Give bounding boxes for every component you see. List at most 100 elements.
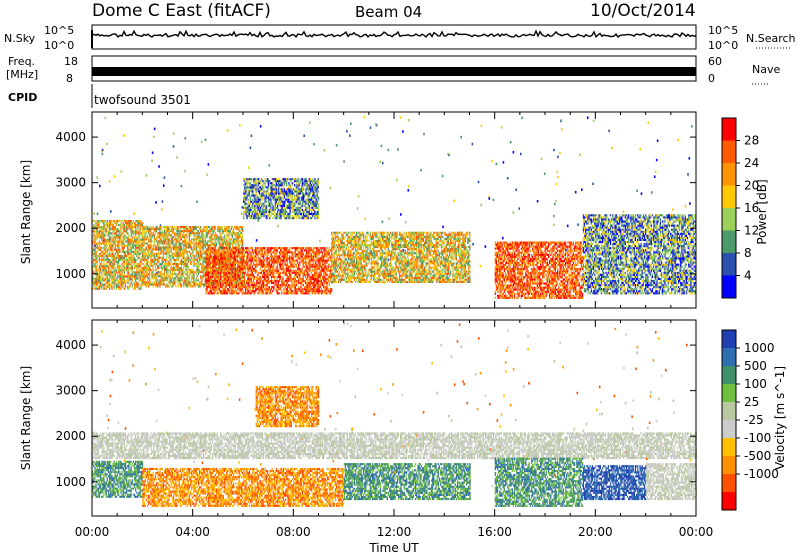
- data-cell: [142, 263, 143, 265]
- data-cell: [261, 262, 262, 264]
- data-cell: [140, 226, 141, 228]
- data-cell: [314, 260, 315, 262]
- data-cell: [303, 260, 304, 262]
- data-cell: [149, 271, 150, 273]
- data-cell: [215, 255, 216, 257]
- data-cell: [257, 286, 258, 288]
- data-cell: [189, 251, 190, 253]
- data-cell: [138, 271, 139, 273]
- data-cell: [103, 220, 104, 222]
- data-cell: [247, 272, 248, 274]
- data-cell: [226, 286, 227, 288]
- scatter-cell: [350, 122, 352, 125]
- data-cell: [251, 255, 252, 257]
- data-cell: [107, 239, 108, 241]
- data-cell: [236, 228, 237, 230]
- data-cell: [230, 232, 231, 234]
- data-cell: [288, 268, 289, 270]
- data-cell: [163, 247, 164, 249]
- data-cell: [212, 292, 213, 294]
- data-cell: [97, 257, 98, 259]
- data-cell: [271, 286, 272, 288]
- data-cell: [190, 255, 191, 257]
- data-cell: [117, 278, 118, 280]
- data-cell: [128, 257, 129, 259]
- data-cell: [255, 272, 256, 274]
- data-cell: [159, 232, 160, 234]
- data-cell: [114, 236, 115, 238]
- data-cell: [120, 236, 121, 238]
- data-cell: [244, 249, 245, 251]
- data-cell: [212, 247, 213, 249]
- data-cell: [146, 242, 147, 244]
- data-cell: [156, 240, 157, 242]
- data-cell: [302, 255, 303, 257]
- data-cell: [188, 281, 189, 283]
- data-cell: [125, 228, 126, 230]
- data-cell: [233, 230, 234, 232]
- data-cell: [268, 276, 269, 278]
- scatter-cell: [521, 117, 523, 120]
- data-cell: [100, 284, 101, 286]
- data-cell: [185, 238, 186, 240]
- data-cell: [174, 255, 175, 257]
- data-cell: [135, 271, 136, 273]
- data-cell: [100, 249, 101, 251]
- data-cell: [93, 247, 94, 249]
- data-cell: [271, 278, 272, 280]
- data-cell: [156, 249, 157, 251]
- data-cell: [248, 282, 249, 284]
- data-cell: [211, 282, 212, 284]
- data-cell: [150, 281, 151, 283]
- scatter-cell: [389, 217, 391, 220]
- data-cell: [132, 222, 133, 224]
- data-cell: [148, 261, 149, 263]
- data-cell: [299, 288, 300, 290]
- scatter-cell: [123, 134, 125, 137]
- data-cell: [118, 282, 119, 284]
- data-cell: [142, 247, 143, 249]
- data-cell: [108, 265, 109, 267]
- data-cell: [100, 226, 101, 228]
- data-cell: [144, 261, 145, 263]
- data-cell: [240, 249, 241, 251]
- data-cell: [177, 263, 178, 265]
- data-cell: [291, 290, 292, 292]
- data-cell: [309, 251, 310, 253]
- data-cell: [316, 280, 317, 282]
- data-cell: [242, 234, 243, 236]
- data-cell: [282, 264, 283, 266]
- data-cell: [125, 286, 126, 288]
- data-cell: [198, 232, 199, 234]
- data-cell: [253, 274, 254, 276]
- data-cell: [154, 234, 155, 236]
- data-cell: [167, 251, 168, 253]
- data-cell: [291, 255, 292, 257]
- data-cell: [233, 242, 234, 244]
- data-cell: [174, 273, 175, 275]
- data-cell: [320, 284, 321, 286]
- data-cell: [223, 270, 224, 272]
- data-cell: [210, 268, 211, 270]
- data-cell: [296, 290, 297, 292]
- data-cell: [118, 284, 119, 286]
- data-cell: [205, 242, 206, 244]
- data-cell: [155, 257, 156, 259]
- data-cell: [296, 249, 297, 251]
- data-cell: [184, 228, 185, 230]
- data-cell: [168, 242, 169, 244]
- data-cell: [136, 275, 137, 277]
- scatter-cell: [408, 189, 410, 192]
- data-cell: [129, 286, 130, 288]
- data-cell: [236, 232, 237, 234]
- freq-label: Freq.: [8, 55, 35, 68]
- data-cell: [240, 274, 241, 276]
- data-cell: [274, 280, 275, 282]
- data-cell: [135, 249, 136, 251]
- data-cell: [303, 288, 304, 290]
- data-cell: [303, 280, 304, 282]
- data-cell: [293, 255, 294, 257]
- data-cell: [205, 236, 206, 238]
- data-cell: [142, 236, 143, 238]
- data-cell: [257, 255, 258, 257]
